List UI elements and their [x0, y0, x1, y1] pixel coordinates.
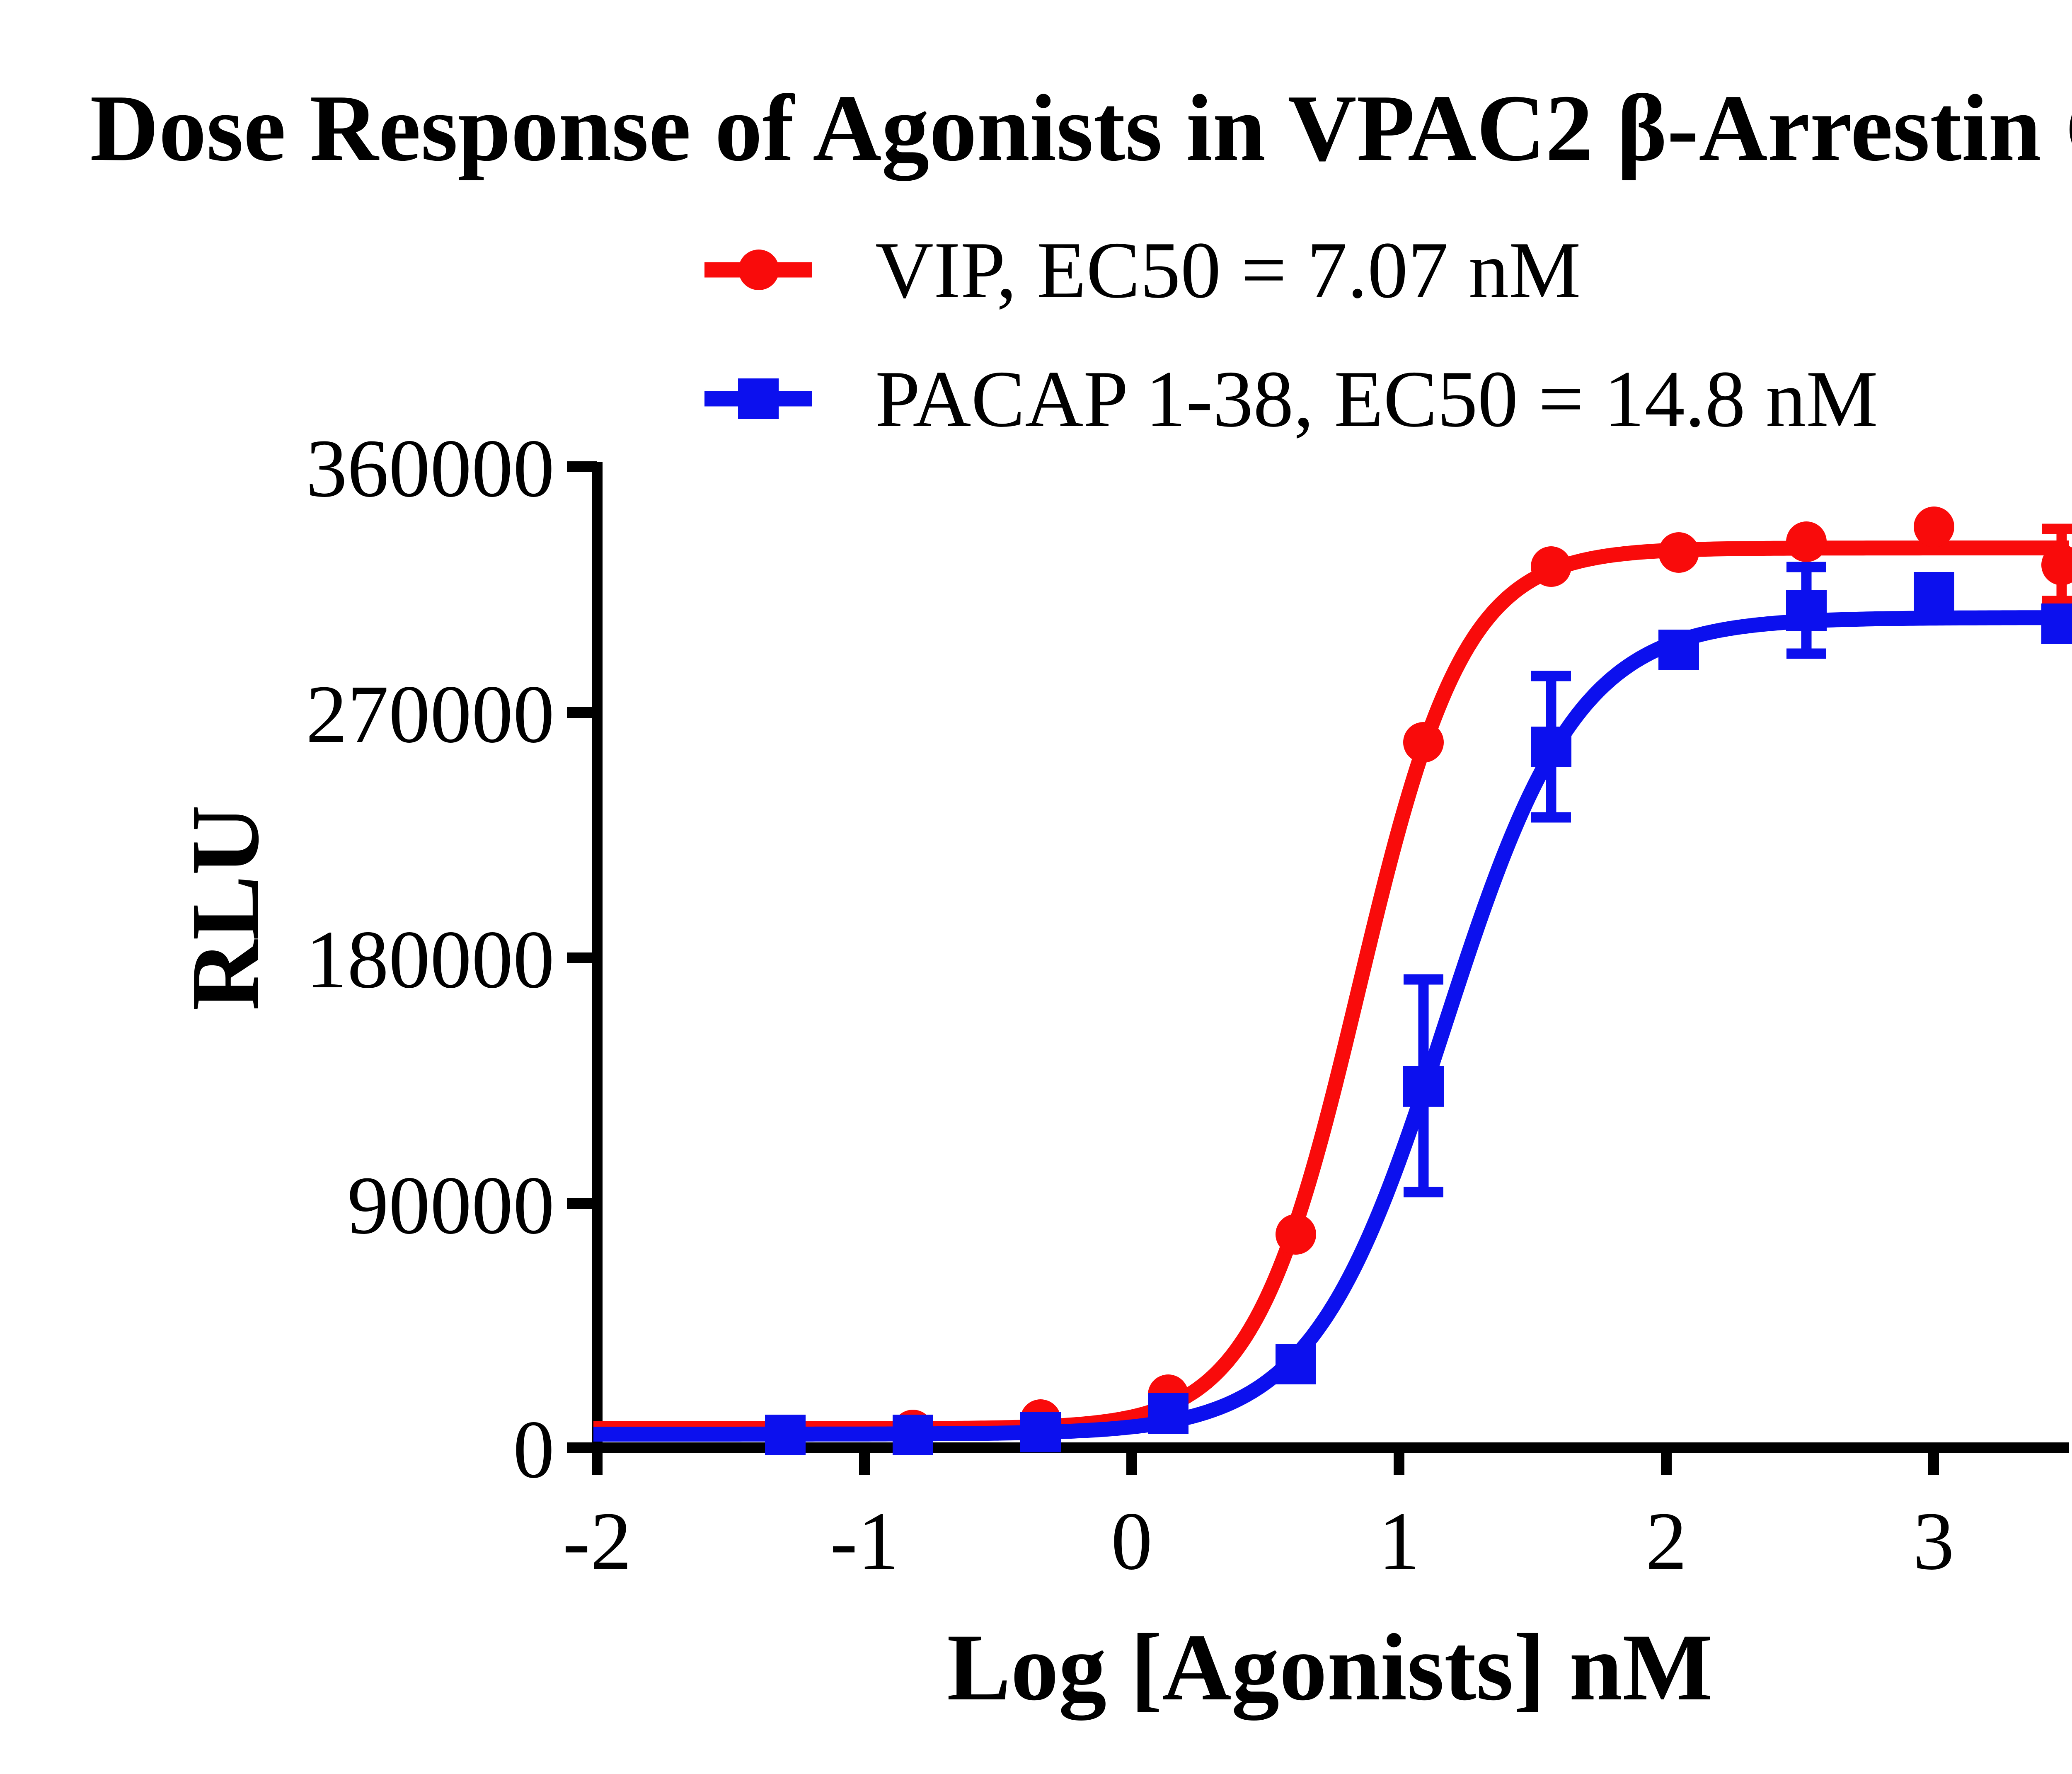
svg-text:0: 0 — [1111, 1495, 1152, 1587]
svg-text:2: 2 — [1646, 1495, 1687, 1587]
svg-text:3: 3 — [1913, 1495, 1954, 1587]
svg-text:360000: 360000 — [306, 423, 554, 514]
svg-text:-2: -2 — [563, 1495, 632, 1587]
svg-text:1: 1 — [1378, 1495, 1420, 1587]
svg-text:90000: 90000 — [347, 1160, 554, 1251]
svg-text:Log [Agonists] nM: Log [Agonists] nM — [947, 1614, 1713, 1721]
svg-text:VIP, EC50 = 7.07 nM: VIP, EC50 = 7.07 nM — [875, 225, 1581, 315]
svg-text:PACAP 1-38, EC50 = 14.8 nM: PACAP 1-38, EC50 = 14.8 nM — [875, 354, 1878, 444]
svg-text:RLU: RLU — [171, 805, 279, 1011]
svg-text:180000: 180000 — [306, 914, 554, 1006]
svg-text:270000: 270000 — [306, 669, 554, 760]
svg-text:-1: -1 — [830, 1495, 899, 1587]
svg-text:0: 0 — [513, 1404, 554, 1495]
svg-text:Dose Response of Agonists in V: Dose Response of Agonists in VPAC2 β-Arr… — [90, 75, 2072, 181]
